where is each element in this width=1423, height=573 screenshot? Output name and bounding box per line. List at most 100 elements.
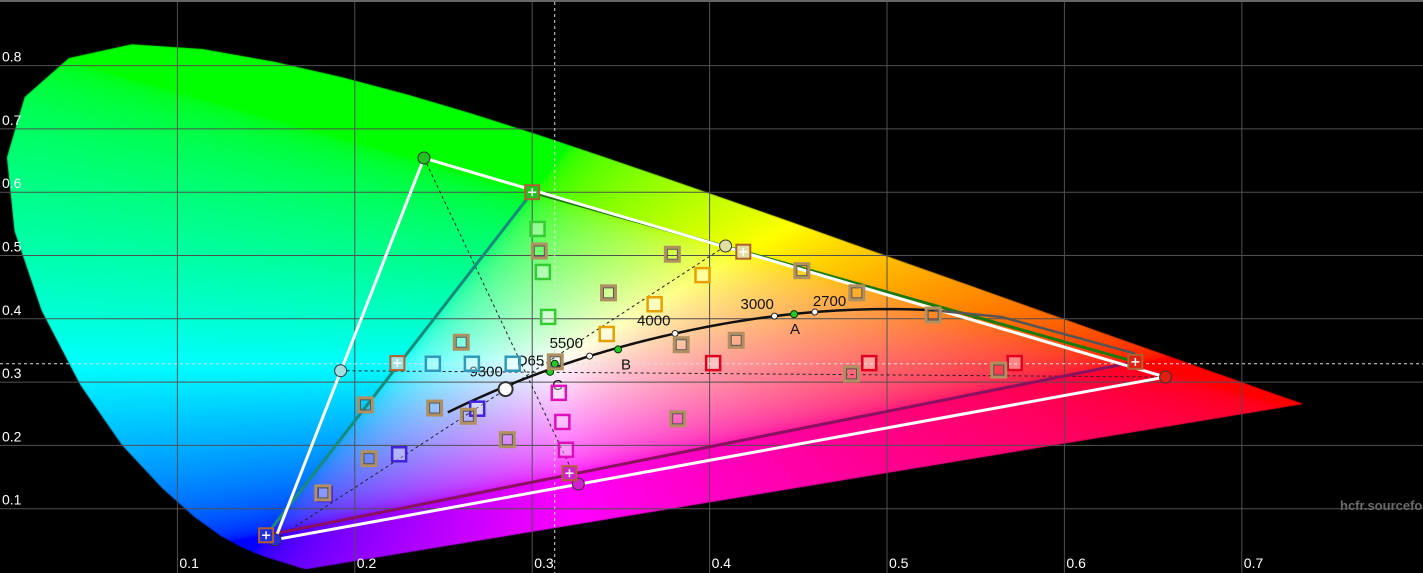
y-tick-label: 0.4 bbox=[2, 302, 22, 318]
saturation-point-inner bbox=[462, 410, 474, 422]
saturation-point bbox=[554, 413, 571, 431]
saturation-point bbox=[1006, 354, 1023, 372]
saturation-point bbox=[990, 361, 1008, 379]
saturation-point bbox=[843, 365, 861, 383]
plus-icon bbox=[739, 247, 748, 256]
saturation-point bbox=[848, 284, 866, 302]
saturation-point bbox=[704, 354, 722, 372]
x-tick-label: 0.1 bbox=[179, 555, 199, 571]
saturation-point bbox=[727, 331, 745, 349]
y-tick-label: 0.5 bbox=[2, 239, 22, 255]
target-gamut-triangle bbox=[272, 156, 1166, 542]
cct-label: 2700 bbox=[813, 293, 846, 310]
y-tick-label: 0.1 bbox=[2, 492, 22, 508]
saturation-point bbox=[539, 308, 557, 326]
saturation-point bbox=[646, 295, 663, 313]
saturation-point bbox=[599, 284, 617, 302]
saturation-point bbox=[924, 306, 942, 324]
y-tick-label: 0.6 bbox=[2, 175, 22, 191]
cct-marker bbox=[811, 308, 819, 316]
saturation-point bbox=[452, 333, 470, 351]
saturation-point-inner bbox=[796, 265, 808, 277]
saturation-point-inner bbox=[846, 368, 858, 380]
y-tick-label: 0.3 bbox=[2, 365, 22, 381]
illuminant-label: A bbox=[790, 321, 800, 338]
y-tick-label: 0.2 bbox=[2, 428, 22, 444]
cct-label: 3000 bbox=[740, 296, 773, 313]
saturation-point-inner bbox=[675, 339, 687, 351]
cct-marker bbox=[671, 330, 679, 338]
x-tick-label: 0.5 bbox=[889, 555, 909, 571]
planckian-locus bbox=[447, 307, 935, 414]
complementary-guide-line bbox=[423, 157, 579, 485]
plus-icon bbox=[262, 531, 271, 540]
illuminant-label: D65 bbox=[517, 353, 545, 370]
saturation-point bbox=[861, 354, 878, 372]
saturation-point bbox=[426, 399, 444, 417]
saturation-point-inner bbox=[672, 413, 684, 425]
saturation-point bbox=[463, 355, 481, 372]
illuminant-marker bbox=[790, 310, 799, 319]
x-tick-label: 0.3 bbox=[534, 555, 554, 571]
saturation-point-inner bbox=[363, 453, 375, 465]
saturation-point-inner bbox=[429, 402, 441, 414]
saturation-point bbox=[672, 336, 690, 354]
measured-white-marker bbox=[497, 381, 514, 398]
plus-icon bbox=[1131, 357, 1140, 366]
target-yellow-marker bbox=[719, 239, 733, 253]
saturation-point-inner bbox=[666, 248, 678, 260]
cct-marker bbox=[770, 312, 778, 320]
saturation-point bbox=[356, 396, 374, 414]
saturation-point bbox=[550, 384, 568, 402]
plus-icon bbox=[393, 359, 402, 368]
saturation-point-inner bbox=[730, 334, 742, 346]
y-tick-label: 0.7 bbox=[2, 112, 22, 128]
saturation-point bbox=[793, 262, 811, 280]
illuminant-marker bbox=[550, 359, 559, 368]
saturation-point-inner bbox=[549, 356, 561, 368]
y-tick-label: 0.8 bbox=[2, 49, 22, 65]
saturation-point bbox=[694, 266, 711, 284]
saturation-point bbox=[598, 325, 615, 343]
saturation-point-inner bbox=[602, 287, 614, 299]
saturation-point-inner bbox=[927, 309, 939, 321]
saturation-point bbox=[459, 407, 477, 425]
measured-gamut-edge-blue-red bbox=[265, 360, 1136, 537]
saturation-point bbox=[663, 245, 681, 263]
target-green-marker bbox=[417, 151, 431, 165]
saturation-point bbox=[360, 450, 378, 468]
illuminant-marker bbox=[614, 345, 623, 354]
x-tick-label: 0.2 bbox=[357, 555, 377, 571]
x-tick-label: 0.7 bbox=[1244, 555, 1264, 571]
target-red-marker bbox=[1159, 370, 1173, 384]
x-tick-label: 0.4 bbox=[712, 555, 732, 571]
illuminant-label: B bbox=[621, 356, 631, 373]
saturation-point bbox=[669, 410, 687, 428]
saturation-point-inner bbox=[533, 245, 545, 257]
x-tick-label: 0.6 bbox=[1066, 555, 1086, 571]
plus-icon bbox=[528, 188, 537, 197]
saturation-point bbox=[498, 431, 516, 449]
saturation-point-inner bbox=[851, 287, 863, 299]
target-cyan-marker bbox=[334, 364, 348, 378]
saturation-point bbox=[557, 441, 575, 459]
watermark-text: hcfr.sourceforge.net bbox=[1340, 498, 1423, 513]
saturation-point bbox=[504, 355, 521, 372]
saturation-point-inner bbox=[993, 364, 1005, 376]
saturation-point bbox=[534, 263, 552, 281]
cct-label: 4000 bbox=[637, 313, 670, 330]
saturation-point bbox=[546, 353, 564, 371]
cct-label: 5500 bbox=[550, 335, 583, 352]
saturation-point bbox=[529, 220, 546, 238]
saturation-point bbox=[424, 355, 442, 372]
saturation-point bbox=[390, 446, 408, 463]
planckian-locus-extension bbox=[934, 309, 1136, 355]
plus-icon bbox=[565, 469, 574, 478]
saturation-point-inner bbox=[455, 336, 467, 348]
saturation-point bbox=[314, 484, 332, 502]
saturation-point-inner bbox=[501, 434, 513, 446]
saturation-point bbox=[530, 242, 548, 260]
